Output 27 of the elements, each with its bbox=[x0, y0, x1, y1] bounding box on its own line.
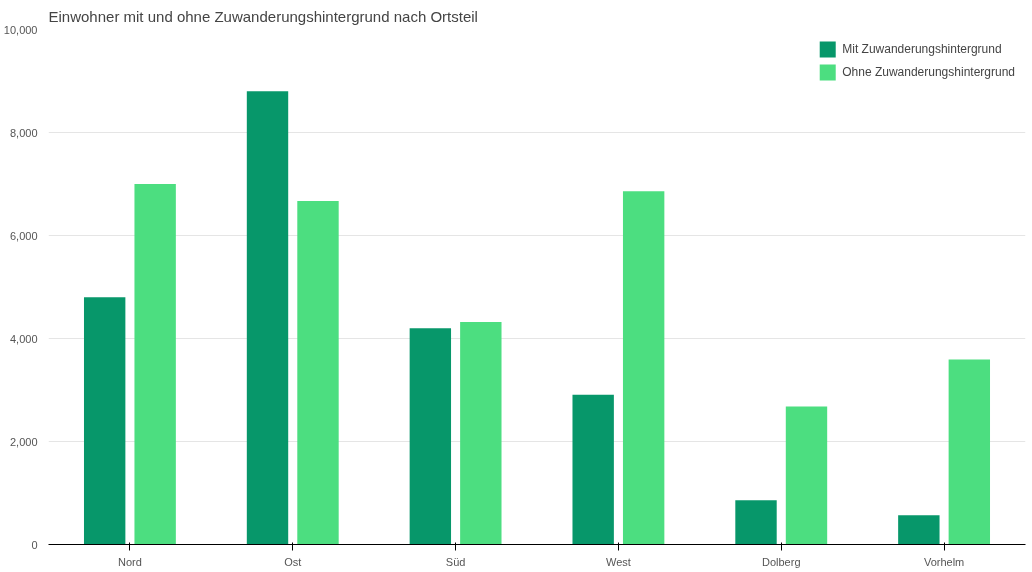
bar bbox=[460, 322, 502, 545]
legend-label: Mit Zuwanderungshintergrund bbox=[842, 42, 1002, 56]
bar bbox=[735, 500, 777, 545]
bar bbox=[83, 297, 126, 545]
y-tick-label: 2,000 bbox=[9, 435, 38, 448]
bar bbox=[622, 191, 665, 545]
y-tick-label: 8,000 bbox=[9, 126, 38, 139]
bar bbox=[409, 328, 452, 545]
x-tick-label: Vorhelm bbox=[923, 555, 965, 568]
bar bbox=[246, 91, 289, 545]
x-tick-label: Süd bbox=[445, 555, 466, 568]
bar bbox=[785, 406, 828, 545]
x-tick-label: Ost bbox=[284, 555, 302, 568]
bar bbox=[572, 394, 614, 545]
bar bbox=[297, 200, 339, 545]
y-tick-label: 0 bbox=[31, 538, 38, 551]
x-tick-label: Dolberg bbox=[761, 555, 801, 568]
x-tick-label: Nord bbox=[118, 555, 142, 568]
y-tick-label: 10,000 bbox=[3, 23, 38, 36]
x-tick-label: West bbox=[605, 555, 631, 568]
bar bbox=[948, 359, 991, 545]
bar bbox=[898, 515, 940, 545]
y-tick-label: 4,000 bbox=[9, 332, 38, 345]
y-tick-label: 6,000 bbox=[9, 229, 38, 242]
bar bbox=[134, 184, 176, 545]
legend-label: Ohne Zuwanderungshintergrund bbox=[842, 65, 1015, 79]
chart-title: Einwohner mit und ohne Zuwanderungshintergrund nach Ortsteil bbox=[48, 7, 478, 25]
